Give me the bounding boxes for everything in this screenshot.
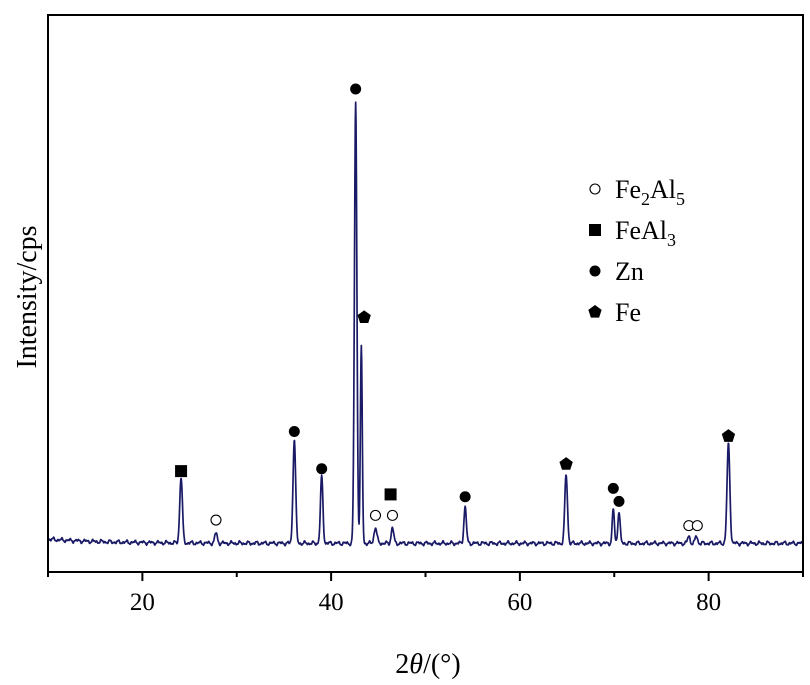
- xrd-pattern-line: [47, 101, 804, 547]
- legend-item-zn: Zn: [589, 257, 644, 286]
- x-tick-label: 20: [130, 589, 155, 616]
- axes: 20 40 60 80: [47, 14, 804, 616]
- peak-marker-zn: [459, 491, 471, 503]
- legend-marker-zn: [589, 265, 601, 277]
- legend-marker-fe2al5: [589, 183, 601, 195]
- peak-marker-fe: [721, 429, 736, 442]
- peak-marker-fe: [559, 457, 573, 470]
- peak-marker-fe2al5: [386, 509, 399, 521]
- legend-item-fe: Fe: [588, 298, 641, 327]
- x-tick-label: 40: [319, 589, 344, 616]
- legend-marker-fe: [588, 305, 602, 318]
- legend-item-fe2al5: Fe2Al5: [589, 175, 685, 209]
- legend-label: Zn: [615, 257, 644, 286]
- peak-marker-fe2al5: [369, 509, 382, 521]
- legend-marker-feal3: [589, 224, 601, 236]
- peak-marker-feal3: [384, 488, 397, 501]
- peak-marker-fe: [357, 310, 371, 323]
- peak-markers: [175, 83, 736, 532]
- legend: Fe2Al5 FeAl3 Zn Fe: [588, 175, 685, 327]
- peak-marker-zn: [613, 495, 625, 507]
- peak-marker-zn: [607, 482, 619, 494]
- peak-marker-feal3: [175, 465, 188, 478]
- peak-marker-fe2al5: [691, 520, 703, 532]
- y-axis-title: Intensity/cps: [12, 225, 43, 368]
- peak-marker-zn: [316, 463, 328, 475]
- plot-area: [47, 101, 804, 547]
- x-axis-title-prefix: 2: [395, 649, 409, 680]
- x-tick-label: 60: [507, 589, 532, 616]
- x-axis-title-suffix: /(°): [423, 649, 461, 680]
- x-axis-title: 2θ/(°): [395, 649, 460, 680]
- x-tick-label: 80: [696, 589, 721, 616]
- x-axis-title-variable: θ: [409, 649, 423, 680]
- legend-label: FeAl3: [615, 216, 676, 250]
- peak-marker-zn: [288, 426, 300, 437]
- plot-frame: [47, 14, 804, 573]
- peak-marker-fe2al5: [210, 514, 222, 526]
- legend-item-feal3: FeAl3: [589, 216, 676, 250]
- peak-marker-zn: [350, 83, 362, 95]
- legend-label: Fe: [615, 298, 641, 327]
- legend-label: Fe2Al5: [615, 175, 685, 209]
